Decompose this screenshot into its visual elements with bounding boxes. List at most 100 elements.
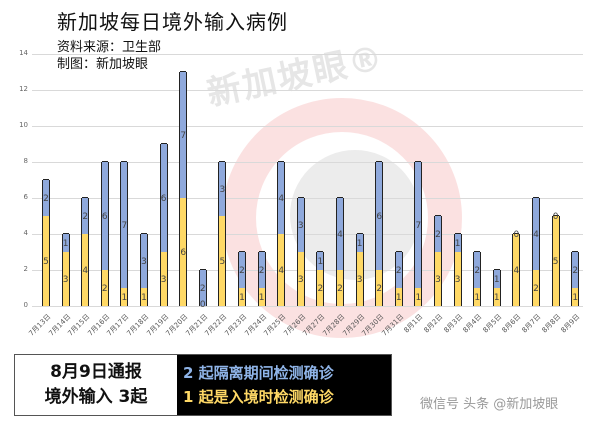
y-tick-label: 6 — [23, 193, 28, 201]
bar-segment-quarantine — [572, 251, 579, 288]
value-label-entry: 1 — [474, 293, 481, 303]
chart-title: 新加坡每日境外输入病例 — [57, 10, 288, 34]
bar-segment-quarantine — [101, 161, 108, 270]
value-label-entry: 3 — [356, 275, 363, 285]
y-tick-label: 0 — [23, 301, 28, 309]
value-label-entry: 1 — [395, 293, 402, 303]
summary-breakdown: 2 起隔离期间检测确诊 1 起是入境时检测确诊 — [177, 355, 391, 415]
watermark-bottom: 微信号 头条 @新加坡眼 — [420, 397, 559, 412]
bar-segment-entry — [141, 288, 147, 306]
bar-segment-quarantine — [121, 161, 128, 288]
y-tick-label: 12 — [19, 85, 28, 93]
value-label-quarantine: 6 — [376, 212, 383, 222]
bar-segment-quarantine — [493, 269, 500, 288]
value-label-quarantine: 7 — [180, 131, 187, 141]
gridline — [32, 162, 583, 163]
value-label-quarantine: 3 — [141, 257, 147, 267]
value-label-quarantine: 0 — [552, 212, 559, 222]
bar-segment-quarantine — [454, 233, 461, 252]
value-label-entry: 4 — [82, 266, 89, 276]
value-label-entry: 1 — [121, 293, 128, 303]
value-label-entry: 1 — [141, 293, 147, 303]
value-label-entry: 2 — [376, 284, 383, 294]
value-label-entry: 2 — [533, 284, 539, 294]
chart-source: 资料来源：卫生部 — [57, 40, 162, 55]
y-tick-label: 8 — [23, 157, 28, 165]
bar-segment-entry — [101, 270, 108, 306]
value-label-entry: 5 — [219, 257, 226, 267]
y-tick-label: 14 — [19, 49, 28, 57]
bar-segment-quarantine — [474, 251, 481, 288]
bar-segment-entry — [219, 216, 226, 306]
value-label-quarantine: 2 — [239, 266, 245, 276]
bar-segment-quarantine — [82, 197, 89, 234]
bar-segment-quarantine — [317, 251, 324, 270]
bar-segment-quarantine — [62, 233, 69, 252]
value-label-quarantine: 6 — [160, 194, 167, 204]
bar-segment-entry — [415, 288, 422, 306]
value-label-quarantine: 4 — [533, 230, 539, 240]
bar-segment-entry — [317, 270, 324, 306]
gridline — [32, 270, 583, 271]
value-label-quarantine: 2 — [435, 230, 441, 240]
bar-segment-entry — [552, 215, 559, 306]
bar-segment-quarantine — [435, 215, 441, 252]
value-label-entry: 5 — [43, 257, 49, 267]
summary-quarantine: 2 起隔离期间检测确诊 — [183, 364, 334, 382]
value-label-entry: 3 — [62, 275, 69, 285]
value-label-entry: 1 — [239, 293, 245, 303]
bar-segment-quarantine — [258, 251, 265, 288]
value-label-entry: 3 — [160, 275, 167, 285]
value-label-entry: 5 — [552, 257, 559, 267]
gridline — [32, 198, 583, 199]
gridline — [32, 54, 583, 55]
value-label-quarantine: 3 — [219, 185, 226, 195]
value-label-quarantine: 1 — [493, 275, 500, 285]
bar-segment-quarantine — [239, 251, 245, 288]
bar-segment-quarantine — [533, 197, 539, 270]
gridline — [32, 306, 583, 307]
y-tick-label: 10 — [19, 121, 28, 129]
summary-headline: 8月9日通报 境外输入 3起 — [15, 355, 177, 415]
gridline — [32, 126, 583, 127]
value-label-entry: 2 — [101, 284, 108, 294]
bar-segment-entry — [62, 252, 69, 306]
bar-segment-entry — [278, 234, 285, 306]
bar-segment-quarantine — [141, 233, 147, 288]
bar-segment-entry — [239, 288, 245, 306]
bar-segment-quarantine — [278, 161, 285, 234]
bar-segment-entry — [121, 288, 128, 306]
value-label-quarantine: 1 — [356, 239, 363, 249]
bar-segment-entry — [356, 252, 363, 306]
value-label-quarantine: 2 — [43, 194, 49, 204]
bar-segment-quarantine — [297, 197, 304, 252]
value-label-quarantine: 2 — [82, 212, 89, 222]
value-label-quarantine: 1 — [454, 239, 461, 249]
value-label-quarantine: 4 — [337, 230, 343, 240]
value-label-entry: 4 — [278, 266, 285, 276]
bar-segment-entry — [258, 288, 265, 306]
bar-segment-entry — [435, 252, 441, 306]
bar-segment-quarantine — [356, 233, 363, 252]
bar-segment-entry — [180, 198, 187, 306]
gridline — [32, 90, 583, 91]
